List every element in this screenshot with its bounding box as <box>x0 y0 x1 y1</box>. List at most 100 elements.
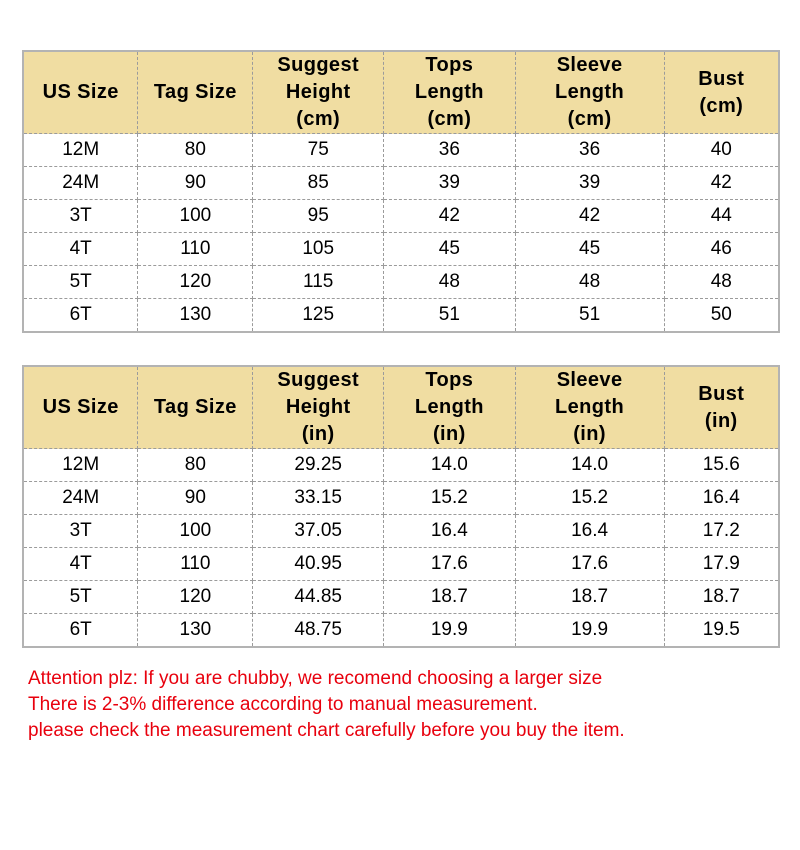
table-cell: 100 <box>137 514 254 548</box>
table-cell: 45 <box>383 232 516 266</box>
table-cell: 14.0 <box>383 448 516 482</box>
table-cm-body: 12M 80 75 36 36 40 24M 90 85 39 39 42 3T 100 95 42 42 44 4… <box>22 133 780 333</box>
table-cell: 130 <box>137 613 254 648</box>
table-cell: 17.6 <box>383 547 516 581</box>
table-cell: 14.0 <box>514 448 665 482</box>
table-cell: 12M <box>22 133 139 167</box>
table-cell: 4T <box>22 547 139 581</box>
table-cell: 18.7 <box>514 580 665 614</box>
attention-line-1: Attention plz: If you are chubby, we rec… <box>28 668 603 689</box>
table-cell: 48 <box>663 265 780 299</box>
table-cell: 4T <box>22 232 139 266</box>
table-cell: 18.7 <box>383 580 516 614</box>
table-cell: 6T <box>22 298 139 333</box>
table-row: 4T 110 105 45 45 46 <box>22 232 780 266</box>
table-cell: 3T <box>22 514 139 548</box>
table-cell: 100 <box>137 199 254 233</box>
table-cell: 80 <box>137 133 254 167</box>
table-row: 3T 100 95 42 42 44 <box>22 199 780 233</box>
table-cell: 17.6 <box>514 547 665 581</box>
header-suggest-height: Suggest Height (cm) <box>252 50 385 134</box>
table-cell: 19.9 <box>514 613 665 648</box>
header-row-cm: US Size Tag Size Suggest Height (cm) Top… <box>22 50 780 134</box>
table-cell: 36 <box>383 133 516 167</box>
table-cell: 115 <box>252 265 385 299</box>
table-cell: 85 <box>252 166 385 200</box>
table-cell: 110 <box>137 547 254 581</box>
table-row: 12M 80 29.25 14.0 14.0 15.6 <box>22 448 780 482</box>
table-cell: 40.95 <box>252 547 385 581</box>
attention-line-3: please check the measurement chart caref… <box>28 720 625 741</box>
table-cell: 19.9 <box>383 613 516 648</box>
table-cell: 80 <box>137 448 254 482</box>
table-cell: 45 <box>514 232 665 266</box>
header-suggest-height: Suggest Height (in) <box>252 365 385 449</box>
table-cell: 15.2 <box>383 481 516 515</box>
header-us-size: US Size <box>22 365 139 449</box>
table-cell: 130 <box>137 298 254 333</box>
table-cell: 24M <box>22 481 139 515</box>
table-row: 6T 130 48.75 19.9 19.9 19.5 <box>22 613 780 648</box>
table-cell: 19.5 <box>663 613 780 648</box>
attention-line-2: There is 2-3% difference according to ma… <box>28 694 538 715</box>
table-row: 24M 90 33.15 15.2 15.2 16.4 <box>22 481 780 515</box>
table-cell: 120 <box>137 580 254 614</box>
table-cell: 51 <box>514 298 665 333</box>
table-row: 3T 100 37.05 16.4 16.4 17.2 <box>22 514 780 548</box>
table-cell: 46 <box>663 232 780 266</box>
table-cell: 18.7 <box>663 580 780 614</box>
table-cell: 48.75 <box>252 613 385 648</box>
header-sleeve-length: Sleeve Length (in) <box>514 365 665 449</box>
header-tops-length: Tops Length (in) <box>383 365 516 449</box>
table-row: 5T 120 44.85 18.7 18.7 18.7 <box>22 580 780 614</box>
table-cell: 120 <box>137 265 254 299</box>
table-cell: 39 <box>514 166 665 200</box>
header-tag-size: Tag Size <box>137 365 254 449</box>
table-cell: 6T <box>22 613 139 648</box>
table-cell: 90 <box>137 166 254 200</box>
table-cell: 90 <box>137 481 254 515</box>
table-cell: 12M <box>22 448 139 482</box>
table-cell: 75 <box>252 133 385 167</box>
table-cell: 125 <box>252 298 385 333</box>
table-cell: 110 <box>137 232 254 266</box>
table-row: 12M 80 75 36 36 40 <box>22 133 780 167</box>
header-sleeve-length: Sleeve Length (cm) <box>514 50 665 134</box>
table-cell: 17.2 <box>663 514 780 548</box>
table-cell: 33.15 <box>252 481 385 515</box>
header-bust: Bust (cm) <box>663 50 780 134</box>
table-cell: 48 <box>383 265 516 299</box>
table-cell: 95 <box>252 199 385 233</box>
table-cell: 44 <box>663 199 780 233</box>
table-cell: 39 <box>383 166 516 200</box>
header-bust: Bust (in) <box>663 365 780 449</box>
table-cell: 29.25 <box>252 448 385 482</box>
table-cell: 48 <box>514 265 665 299</box>
table-cell: 37.05 <box>252 514 385 548</box>
table-cell: 5T <box>22 265 139 299</box>
table-row: 5T 120 115 48 48 48 <box>22 265 780 299</box>
table-cell: 17.9 <box>663 547 780 581</box>
table-cell: 3T <box>22 199 139 233</box>
attention-note: Attention plz: If you are chubby, we rec… <box>28 666 800 744</box>
table-cell: 16.4 <box>514 514 665 548</box>
header-tag-size: Tag Size <box>137 50 254 134</box>
header-row-in: US Size Tag Size Suggest Height (in) Top… <box>22 365 780 449</box>
table-cell: 16.4 <box>663 481 780 515</box>
size-chart-page: US Size Tag Size Suggest Height (cm) Top… <box>0 50 800 850</box>
table-row: 4T 110 40.95 17.6 17.6 17.9 <box>22 547 780 581</box>
size-table-cm: US Size Tag Size Suggest Height (cm) Top… <box>22 50 780 333</box>
header-us-size: US Size <box>22 50 139 134</box>
table-row: 6T 130 125 51 51 50 <box>22 298 780 333</box>
table-cell: 42 <box>383 199 516 233</box>
table-cell: 51 <box>383 298 516 333</box>
table-cell: 42 <box>514 199 665 233</box>
table-cell: 15.6 <box>663 448 780 482</box>
table-cell: 36 <box>514 133 665 167</box>
table-row: 24M 90 85 39 39 42 <box>22 166 780 200</box>
table-cell: 105 <box>252 232 385 266</box>
table-cell: 5T <box>22 580 139 614</box>
header-tops-length: Tops Length (cm) <box>383 50 516 134</box>
table-cell: 15.2 <box>514 481 665 515</box>
table-cell: 40 <box>663 133 780 167</box>
